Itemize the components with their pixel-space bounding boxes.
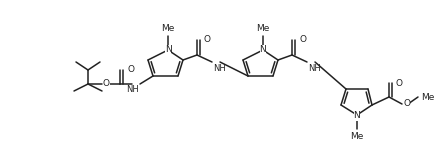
Text: N: N	[260, 44, 266, 53]
Text: O: O	[204, 35, 211, 44]
Text: Me: Me	[421, 92, 434, 102]
Text: NH: NH	[126, 85, 139, 94]
Text: O: O	[403, 100, 410, 109]
Text: Me: Me	[256, 24, 270, 33]
Text: Me: Me	[161, 24, 175, 33]
Text: Me: Me	[350, 132, 364, 141]
Text: N: N	[164, 44, 171, 53]
Text: O: O	[299, 35, 306, 44]
Text: O: O	[127, 65, 134, 74]
Text: N: N	[354, 112, 360, 121]
Text: NH: NH	[213, 64, 226, 73]
Text: O: O	[396, 79, 403, 88]
Text: NH: NH	[308, 64, 321, 73]
Text: O: O	[102, 80, 109, 89]
